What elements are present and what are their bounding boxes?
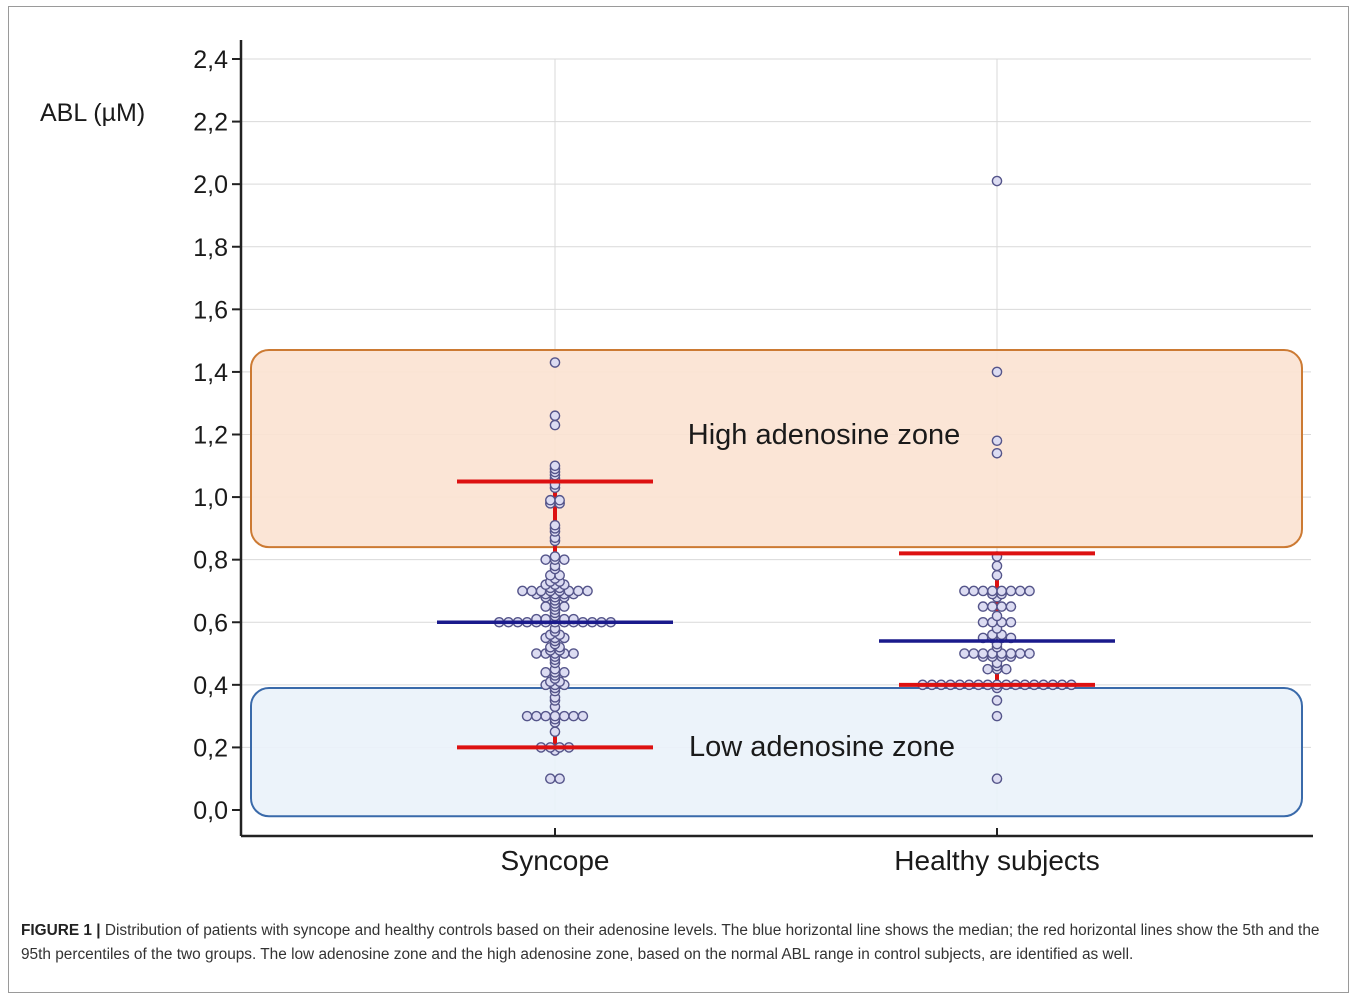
high-zone-label: High adenosine zone [688, 419, 960, 451]
x-category-label: Syncope [501, 845, 610, 876]
y-tick-label: 1,6 [193, 296, 228, 324]
data-point [545, 773, 556, 785]
data-point [991, 435, 1003, 447]
data-point [968, 585, 980, 597]
low-zone-box [250, 686, 1303, 818]
data-point [559, 554, 570, 565]
data-point [559, 667, 570, 678]
data-point [977, 601, 989, 612]
data-point [991, 570, 1003, 581]
data-point [987, 585, 998, 597]
data-point [559, 710, 570, 722]
data-point [959, 648, 970, 659]
data-point [582, 585, 593, 597]
data-point [987, 601, 998, 612]
adenosine-dot-plot: ABL (µM) 0,0 0,2 0,4 0,6 0,8 1,0 1,2 1,4 1,6 1,8 2… [40, 40, 1313, 876]
data-point [1024, 648, 1035, 659]
y-tick-label: 0,4 [193, 672, 228, 700]
data-point [559, 601, 570, 612]
data-point [991, 560, 1003, 572]
data-point [549, 460, 561, 472]
high-zone-box [250, 349, 1303, 549]
data-point [531, 648, 542, 659]
data-point [977, 616, 989, 628]
data-point [977, 648, 989, 659]
data-point [982, 663, 994, 675]
data-point [545, 494, 556, 506]
data-point [549, 419, 561, 431]
data-point [1014, 585, 1026, 597]
y-tick-label: 0,8 [193, 547, 228, 575]
data-point [991, 610, 1003, 622]
data-point [517, 585, 528, 597]
data-point [526, 585, 538, 597]
y-tick-label: 2,2 [193, 109, 228, 137]
data-point [1005, 585, 1017, 597]
y-axis-label: ABL (µM) [40, 99, 145, 127]
data-point [540, 710, 552, 722]
data-point [977, 585, 989, 597]
y-tick-label: 1,8 [193, 234, 228, 262]
y-tick-label: 1,4 [193, 359, 228, 387]
y-tick-label: 0,0 [193, 797, 228, 825]
data-point [1005, 601, 1017, 612]
data-point [991, 447, 1003, 459]
data-point [572, 585, 584, 597]
data-point [996, 601, 1007, 612]
data-point [568, 648, 579, 659]
data-point [568, 710, 579, 722]
data-point [1014, 648, 1026, 659]
caption-text: Distribution of patients with syncope an… [21, 922, 1320, 963]
data-point [1005, 616, 1017, 628]
data-point [1005, 648, 1017, 659]
chart-labels: ABL (µM) 0,0 0,2 0,4 0,6 0,8 1,0 1,2 1,4 1,6 1,8 2… [40, 46, 1100, 876]
data-point [991, 695, 1003, 706]
data-point [549, 710, 561, 722]
data-point [577, 710, 589, 722]
data-point [959, 585, 970, 597]
data-point [531, 710, 542, 722]
y-tick-label: 0,6 [193, 609, 228, 637]
data-point [521, 710, 533, 722]
data-point [549, 551, 561, 562]
data-point [540, 667, 552, 678]
data-point [549, 410, 561, 422]
data-point [540, 601, 552, 612]
y-tick-label: 2,0 [193, 171, 228, 199]
data-point [991, 773, 1003, 785]
figure-caption: FIGURE 1 | Distribution of patients with… [21, 919, 1336, 967]
data-point [968, 648, 980, 659]
caption-label: FIGURE 1 | [21, 922, 101, 939]
data-point [554, 773, 565, 785]
axes [232, 40, 1313, 838]
data-point [540, 554, 552, 565]
data-marks [437, 175, 1115, 785]
data-point [991, 175, 1003, 187]
data-point [1001, 663, 1012, 675]
y-tick-label: 0,2 [193, 734, 228, 762]
low-zone-label: Low adenosine zone [689, 731, 955, 763]
data-point [549, 357, 561, 368]
data-point [991, 710, 1003, 722]
data-point [1024, 585, 1035, 597]
x-category-label: Healthy subjects [894, 845, 1099, 876]
data-point [549, 726, 561, 738]
data-point [549, 519, 561, 531]
y-tick-label: 2,4 [193, 46, 228, 74]
data-point [996, 585, 1007, 597]
zones [250, 349, 1303, 818]
data-point [991, 366, 1003, 378]
y-tick-label: 1,2 [193, 422, 228, 450]
data-point [554, 494, 565, 506]
y-tick-label: 1,0 [193, 484, 228, 512]
